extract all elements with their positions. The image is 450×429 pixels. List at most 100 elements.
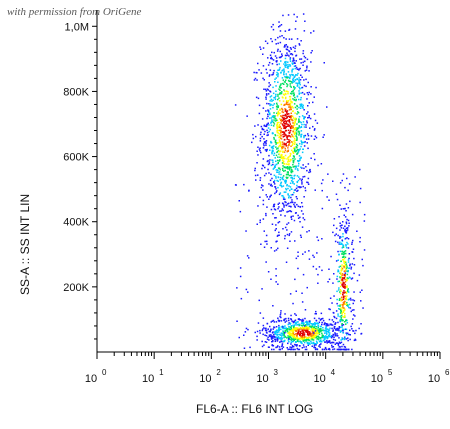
event-dot	[273, 326, 276, 329]
event-dot	[298, 68, 300, 70]
event-dot	[301, 143, 303, 145]
event-dot	[299, 67, 301, 70]
event-dot	[338, 308, 340, 310]
event-dot	[273, 174, 276, 177]
event-dot	[315, 136, 318, 139]
event-dot	[337, 343, 339, 345]
event-dot	[304, 340, 306, 342]
event-dot	[309, 321, 311, 323]
event-dot	[287, 203, 289, 205]
event-dot	[350, 325, 352, 328]
event-dot	[283, 163, 285, 165]
event-dot	[274, 331, 276, 333]
event-dot	[277, 167, 280, 169]
event-dot	[267, 113, 269, 116]
event-dot	[288, 185, 290, 187]
event-dot	[291, 69, 293, 72]
event-dot	[278, 173, 280, 175]
event-dot	[281, 96, 284, 98]
event-dot	[289, 136, 292, 138]
event-dot	[292, 68, 294, 70]
event-dot	[279, 313, 282, 316]
event-dot	[251, 141, 253, 144]
event-dot	[295, 99, 297, 102]
event-dot	[339, 241, 341, 244]
event-dot	[347, 288, 349, 290]
event-dot	[336, 302, 338, 305]
event-dot	[360, 323, 362, 325]
event-dot	[283, 94, 286, 96]
x-tick-exponent: 2	[216, 368, 221, 377]
event-dot	[294, 106, 297, 109]
event-dot	[273, 348, 275, 351]
event-dot	[268, 74, 271, 76]
event-dot	[269, 195, 272, 198]
event-dot	[262, 158, 265, 160]
event-dot	[278, 234, 280, 236]
event-dot	[261, 127, 264, 130]
event-dot	[335, 193, 338, 195]
event-dot	[282, 176, 284, 179]
event-dot	[341, 337, 343, 339]
event-dot	[278, 193, 281, 196]
event-dot	[311, 332, 313, 335]
event-dot	[346, 304, 348, 307]
event-dot	[278, 133, 281, 135]
event-dot	[268, 144, 271, 147]
event-dot	[287, 65, 289, 68]
event-dot	[276, 50, 279, 52]
event-dot	[267, 109, 269, 111]
event-dot	[352, 314, 355, 316]
event-dot	[317, 273, 319, 276]
event-dot	[345, 297, 347, 299]
event-dot	[341, 243, 343, 245]
event-dot	[282, 209, 284, 212]
event-dot	[282, 203, 285, 205]
event-dot	[296, 175, 299, 177]
event-dot	[343, 321, 346, 323]
event-dot	[263, 79, 265, 81]
event-dot	[284, 332, 286, 334]
event-dot	[331, 319, 334, 321]
event-dot	[343, 316, 345, 318]
event-dot	[283, 135, 286, 137]
event-dot	[292, 95, 295, 97]
event-dot	[359, 241, 361, 243]
event-dot	[281, 157, 283, 159]
event-dot	[359, 291, 361, 293]
event-dot	[323, 339, 325, 342]
event-dot	[278, 150, 280, 153]
event-dot	[258, 112, 261, 115]
event-dot	[293, 76, 296, 79]
event-dot	[347, 259, 350, 261]
event-dot	[288, 337, 291, 339]
y-axis-title: SS-A :: SS INT LIN	[18, 193, 32, 295]
event-dot	[314, 330, 317, 332]
event-dot	[262, 199, 265, 202]
event-dot	[278, 56, 281, 59]
event-dot	[265, 172, 267, 175]
event-dot	[286, 141, 289, 143]
event-dot	[295, 20, 297, 22]
event-dot	[294, 28, 297, 30]
event-dot	[348, 267, 350, 270]
event-dot	[331, 324, 334, 326]
event-dot	[274, 140, 277, 142]
event-dot	[285, 261, 288, 263]
event-dot	[286, 347, 288, 349]
event-dot	[345, 279, 348, 282]
event-dot	[345, 263, 348, 265]
event-dot	[288, 195, 290, 197]
event-dot	[262, 143, 265, 145]
event-dot	[282, 82, 284, 85]
event-dot	[270, 247, 272, 249]
event-dot	[278, 333, 281, 336]
event-dot	[282, 196, 285, 198]
event-dot	[336, 198, 339, 201]
event-dot	[298, 118, 300, 120]
event-dot	[312, 265, 315, 268]
event-dot	[281, 107, 283, 110]
event-dot	[351, 309, 354, 311]
event-dot	[329, 348, 331, 351]
event-dot	[284, 313, 286, 315]
